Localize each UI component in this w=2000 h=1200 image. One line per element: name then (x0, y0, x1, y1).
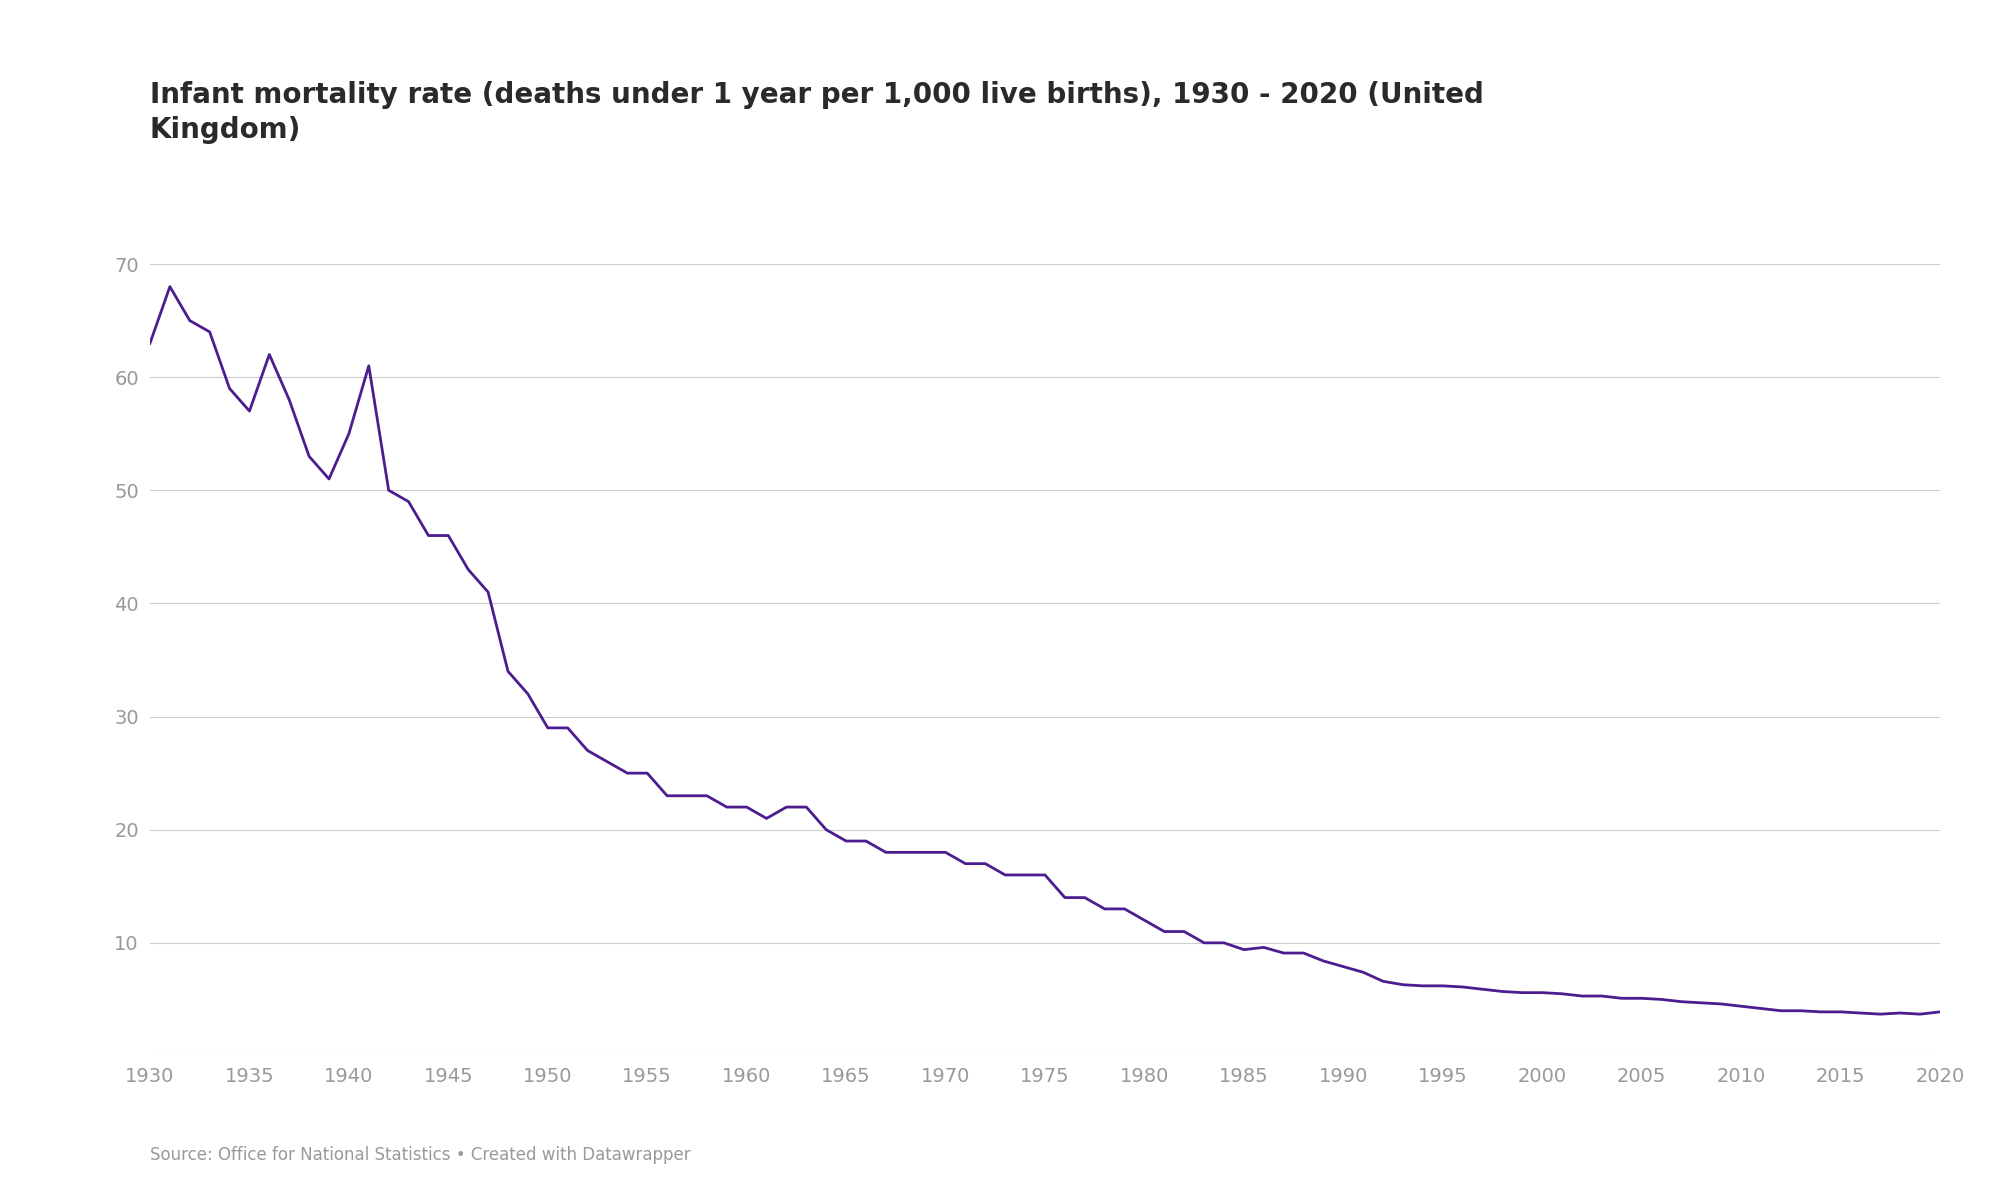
Text: Source: Office for National Statistics • Created with Datawrapper: Source: Office for National Statistics •… (150, 1146, 690, 1164)
Text: Infant mortality rate (deaths under 1 year per 1,000 live births), 1930 - 2020 (: Infant mortality rate (deaths under 1 ye… (150, 82, 1484, 144)
